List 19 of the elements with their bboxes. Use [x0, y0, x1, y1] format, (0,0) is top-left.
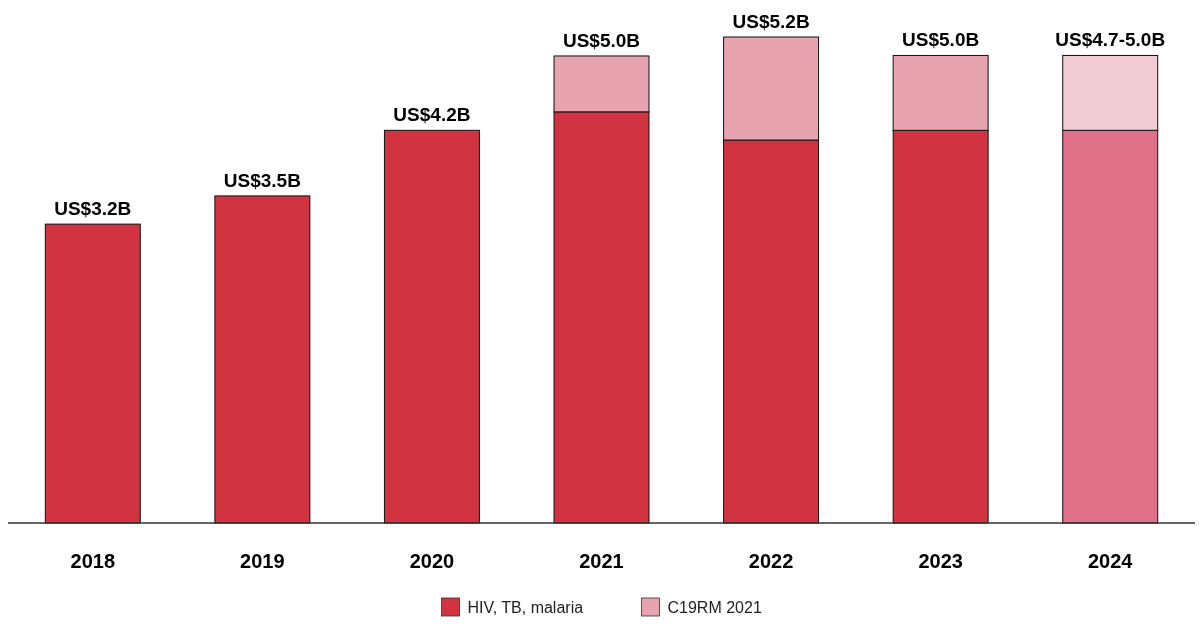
x-tick-label: 2019	[240, 550, 285, 572]
bar	[44, 223, 141, 524]
x-tick-label: 2023	[918, 550, 963, 572]
legend-label: C19RM 2021	[667, 599, 762, 616]
total-label: US$5.0B	[902, 29, 980, 51]
x-tick-label: 2024	[1087, 550, 1134, 572]
x-tick-label: 2020	[409, 550, 455, 572]
total-label: US$4.2B	[393, 104, 471, 126]
total-label: US$3.2B	[54, 198, 132, 220]
total-label: US$5.0B	[562, 29, 641, 51]
legend-label: HIV, TB, malaria	[467, 599, 584, 616]
x-tick-label: 2018	[70, 550, 116, 572]
x-tick-label: 2022	[748, 550, 794, 572]
total-label: US$3.5B	[223, 169, 301, 191]
total-label: US$4.7-5.0B	[1055, 29, 1166, 51]
bar	[383, 129, 480, 524]
bar	[214, 195, 311, 524]
total-label: US$5.2B	[732, 11, 810, 32]
x-tick-label: 2021	[579, 550, 624, 572]
